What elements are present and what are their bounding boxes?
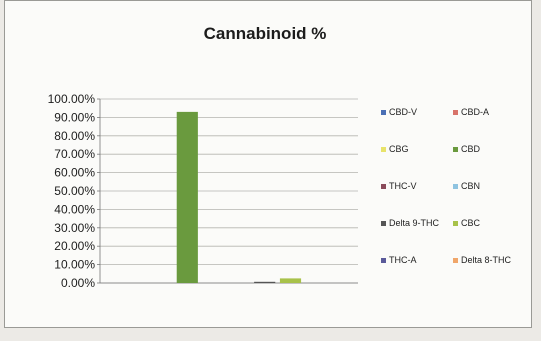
legend-label: THC-A (389, 255, 417, 265)
legend-label: CBG (389, 144, 409, 154)
y-tick-label: 80.00% (54, 129, 95, 143)
chart-title: Cannabinoid % (203, 24, 327, 43)
legend-label: CBC (461, 218, 481, 228)
y-tick-label: 90.00% (54, 110, 95, 124)
y-axis: 0.00% 10.00% 20.00% 30.00% 40.00% 50.00% 60.00… (48, 92, 358, 290)
y-tick-label: 70.00% (54, 147, 95, 161)
legend-label: CBN (461, 181, 480, 191)
legend-swatch (381, 184, 386, 189)
legend-label: CBD-V (389, 107, 417, 117)
y-tick-label: 100.00% (48, 92, 96, 106)
legend: CBD-V CBD-A CBG CBD THC-V CBN Delta 9-THC CBC TH… (381, 107, 512, 265)
legend-swatch (453, 147, 458, 152)
legend-label: Delta 8-THC (461, 255, 512, 265)
legend-swatch (381, 110, 386, 115)
legend-swatch (381, 221, 386, 226)
bar-delta-9-thc (254, 281, 276, 283)
legend-label: CBD-A (461, 107, 489, 117)
legend-swatch (381, 147, 386, 152)
legend-swatch (453, 184, 458, 189)
legend-label: THC-V (389, 181, 417, 191)
chart-frame (4, 0, 532, 328)
legend-swatch (381, 258, 386, 263)
legend-label: CBD (461, 144, 481, 154)
bar-cbc (279, 278, 302, 283)
bar-cbd (176, 111, 198, 283)
legend-swatch (453, 221, 458, 226)
y-tick-label: 10.00% (54, 258, 95, 272)
legend-swatch (453, 110, 458, 115)
bars (176, 111, 302, 283)
legend-label: Delta 9-THC (389, 218, 440, 228)
y-tick-label: 50.00% (54, 184, 95, 198)
legend-swatch (453, 258, 458, 263)
y-tick-label: 0.00% (61, 276, 95, 290)
gridlines (100, 98, 358, 284)
y-tick-label: 30.00% (54, 221, 95, 235)
y-tick-label: 20.00% (54, 239, 95, 253)
y-tick-label: 60.00% (54, 166, 95, 180)
y-tick-label: 40.00% (54, 202, 95, 216)
